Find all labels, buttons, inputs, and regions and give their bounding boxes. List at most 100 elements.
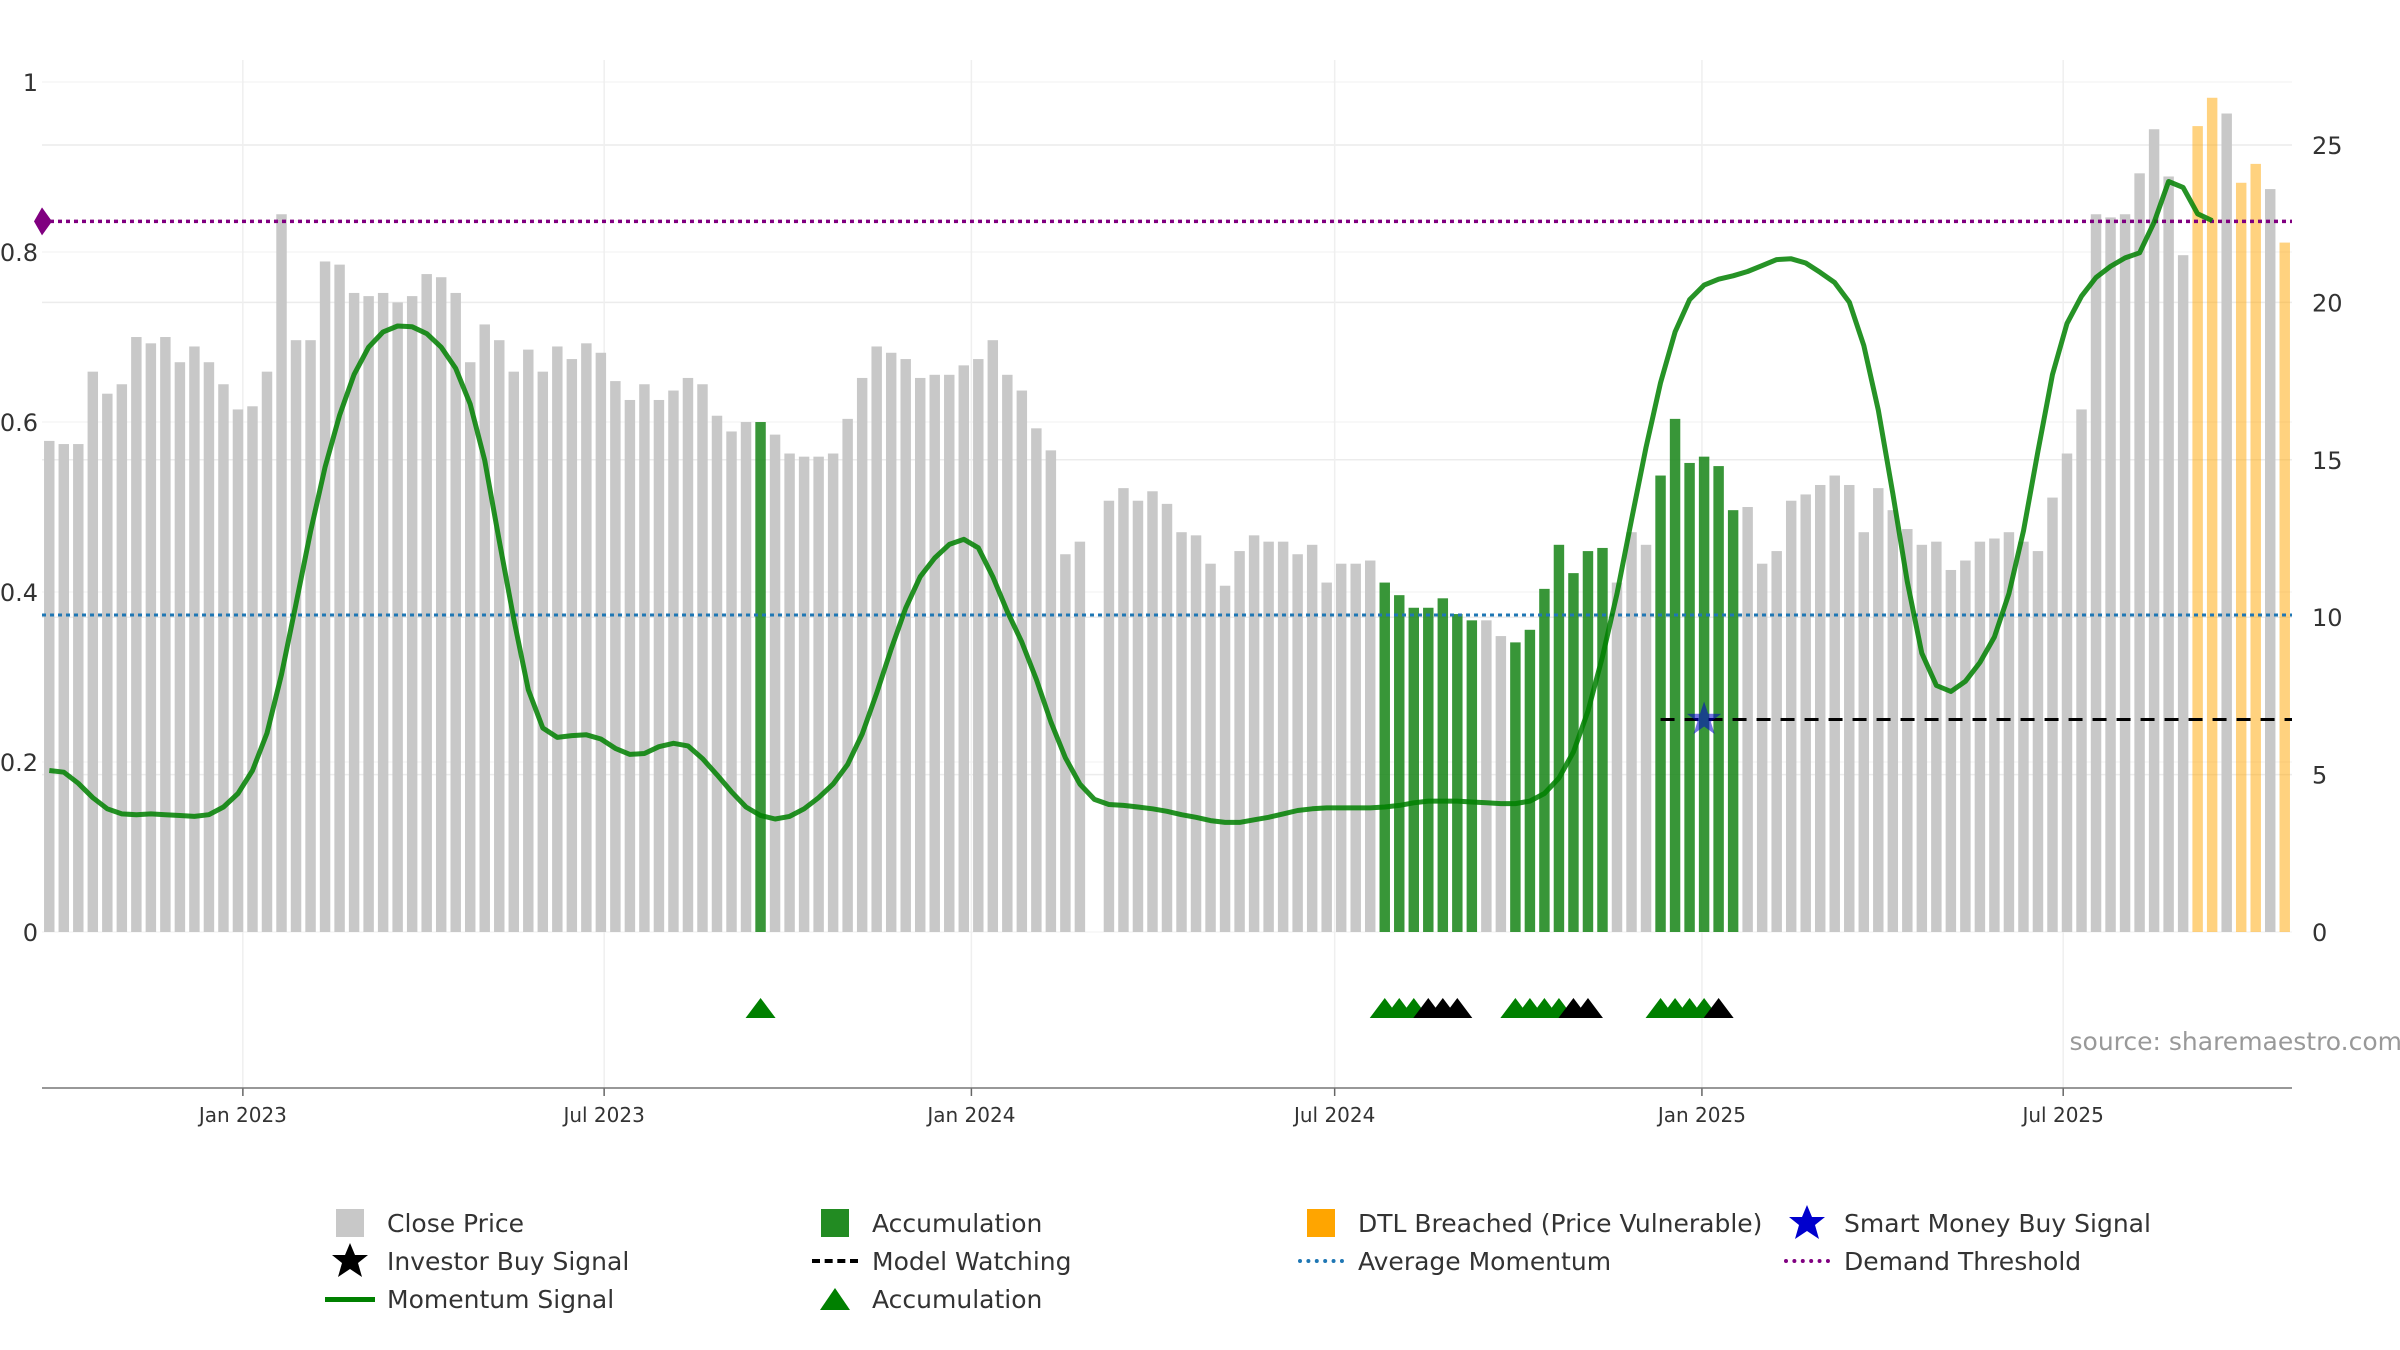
price-bar-close <box>856 377 868 932</box>
price-bar-close <box>435 277 447 932</box>
price-bar-close <box>769 434 781 932</box>
price-bar-close <box>131 337 142 932</box>
momentum-swatch <box>325 1281 375 1317</box>
price-bar-close <box>2003 532 2015 932</box>
price-bar-close <box>1074 541 1086 932</box>
y-left-tick-label: 0.6 <box>0 409 38 437</box>
price-bar-close <box>1756 563 1768 932</box>
price-bar-close <box>2061 453 2073 932</box>
price-bar-close <box>87 371 99 932</box>
momentum-line-layer <box>49 179 2214 825</box>
price-bar-close <box>348 292 360 932</box>
x-tick-label: Jul 2023 <box>561 1103 644 1127</box>
price-bar-close <box>44 440 55 932</box>
price-bar-accumulation <box>1582 551 1594 932</box>
price-bar-close <box>1611 582 1623 932</box>
price-bar-close <box>1800 494 1811 932</box>
price-bar-dtl <box>2235 182 2247 932</box>
investor-buy-marker <box>1572 998 1603 1018</box>
price-bar-accumulation <box>1669 418 1681 932</box>
price-bar-close <box>1887 510 1899 932</box>
price-bar-accumulation <box>1379 582 1390 932</box>
price-bar-close <box>1785 500 1797 932</box>
price-bar-accumulation <box>1524 629 1536 932</box>
price-bar-close <box>2105 217 2116 932</box>
y-right-tick-label: 25 <box>2312 132 2343 160</box>
price-bar-close <box>174 362 186 933</box>
price-bar-close <box>784 453 795 932</box>
legend-model-watching-label: Model Watching <box>872 1246 1072 1276</box>
legend-close-price-label: Close Price <box>387 1208 525 1238</box>
price-bar-close <box>871 346 882 932</box>
price-bar-accumulation <box>1553 544 1565 932</box>
legend-accumulation-bar-label: Accumulation <box>872 1208 1043 1238</box>
price-bar-close <box>1263 541 1274 932</box>
price-bar-close <box>798 456 810 932</box>
price-bar-close <box>145 343 157 932</box>
price-bar-close <box>1103 500 1115 932</box>
price-bar-close <box>944 374 955 932</box>
investor-buy-marker <box>1703 998 1734 1018</box>
price-bar-close <box>915 377 926 932</box>
price-bar-close <box>1640 544 1652 932</box>
price-bar-close <box>73 444 84 932</box>
price-bar-accumulation <box>1423 607 1434 932</box>
price-bar-close <box>1190 535 1202 932</box>
price-bar-close <box>1771 551 1782 932</box>
price-bar-accumulation <box>1510 642 1521 932</box>
legend-smart-money-label: Smart Money Buy Signal <box>1844 1208 2151 1238</box>
price-bar-close <box>827 453 839 932</box>
price-bar-close <box>392 302 403 933</box>
price-bar-close <box>1045 450 1057 932</box>
price-bar-close <box>2134 173 2145 933</box>
y-right-tick-label: 0 <box>2312 919 2327 947</box>
price-bar-accumulation <box>1655 475 1666 932</box>
price-bar-close <box>1960 560 1971 932</box>
average-momentum-swatch <box>1296 1243 1346 1279</box>
price-bar-close <box>2177 255 2189 933</box>
chart-legend: Close Price Accumulation DTL Breached (P… <box>0 1205 2400 1335</box>
price-bar-close <box>552 346 563 932</box>
price-bar-close <box>1292 554 1303 932</box>
x-tick-label: Jul 2025 <box>2020 1103 2103 1127</box>
price-bar-close <box>1321 582 1332 932</box>
price-bar-close <box>116 384 128 932</box>
y-left-tick-label: 0.8 <box>0 239 38 267</box>
y-left-tick-label: 0 <box>23 919 38 947</box>
legend-demand-threshold-label: Demand Threshold <box>1844 1246 2082 1276</box>
price-bar-close <box>218 384 229 932</box>
accumulation-swatch <box>810 1205 860 1241</box>
investor-buy-marker <box>1442 998 1473 1018</box>
price-bar-close <box>1350 563 1361 932</box>
price-bar-close <box>1858 532 1869 932</box>
price-bar-close <box>1902 529 1913 932</box>
legend-accumulation-bar: Accumulation <box>810 1205 1042 1241</box>
price-bar-accumulation <box>1539 588 1550 932</box>
blue-star-icon <box>1782 1205 1832 1241</box>
legend-investor-buy-label: Investor Buy Signal <box>387 1246 630 1276</box>
price-bar-close <box>334 264 345 932</box>
y-left-tick-label: 1 <box>23 69 38 97</box>
price-bar-accumulation <box>1597 547 1608 932</box>
signal-markers <box>745 701 1734 1018</box>
demand-threshold-swatch <box>1782 1243 1832 1279</box>
price-bar-close <box>1989 538 2000 932</box>
price-bar-accumulation <box>1394 595 1405 932</box>
price-bar-close <box>566 359 578 932</box>
price-bar-accumulation <box>1698 456 1710 932</box>
price-bar-close <box>421 274 432 933</box>
price-bar-close <box>1365 560 1376 932</box>
price-bar-close <box>247 406 258 932</box>
smart-money-buy-star <box>1687 701 1722 735</box>
x-tick-label: Jul 2024 <box>1292 1103 1375 1127</box>
price-bar-close <box>2163 176 2174 932</box>
price-bar-close <box>1118 488 1129 932</box>
demand-threshold-marker <box>34 207 52 236</box>
price-bar-close <box>479 324 490 932</box>
axes-layer: 0 5 10 15 20 25 0 0.2 0.4 0.6 0.8 1 Jan 2023 Jul 2023… <box>0 69 2343 1127</box>
price-bar-close <box>319 261 331 933</box>
legend-investor-buy: Investor Buy Signal <box>325 1243 629 1279</box>
x-tick-label: Jan 2025 <box>1656 1103 1746 1127</box>
price-bar-close <box>1873 488 1884 932</box>
